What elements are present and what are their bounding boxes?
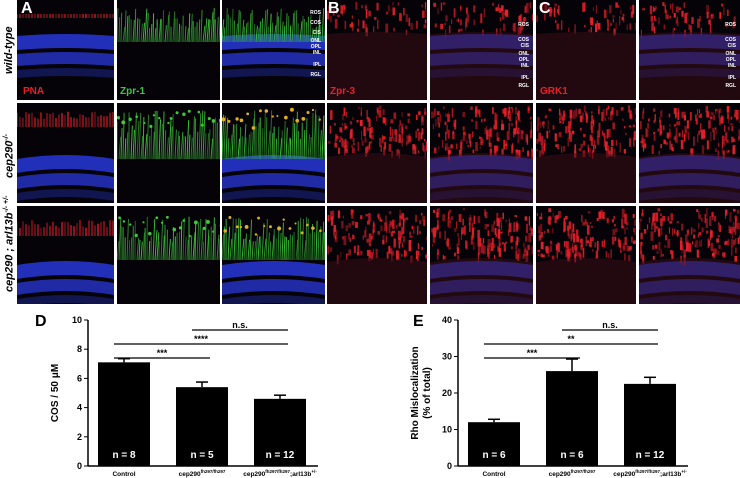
row-label-cep290: cep290-/- [3,134,16,178]
y-axis-label-2: (% of total) [422,367,433,419]
micrograph-panel: ROS COS CIS ONL OPL INL IPL RGL [222,0,325,100]
significance-label: n.s. [232,320,248,330]
bar [546,371,598,466]
micrograph-panel [327,103,427,203]
micrograph-panel [117,0,220,100]
category-label: Control [112,471,135,478]
layer-label: COS [310,20,321,26]
layer-label: CIS [727,43,736,49]
layer-label: ONL [518,51,529,57]
layer-label: INL [312,50,321,56]
micrograph-panel [536,206,636,304]
micrograph-panel [222,206,325,304]
significance-label: *** [527,348,538,358]
stain-label-grk1: GRK1 [540,86,568,97]
layer-label: IPL [728,75,736,81]
layer-label: RGL [518,83,529,89]
layer-label: ROS [725,22,736,28]
y-tick-label: 6 [77,373,82,383]
layer-label: COS [725,37,736,43]
micrograph-panel [327,0,427,100]
chart-rho-mislocalization: 0 10 20 30 40 Rho Mislocalization (% of total)… [410,315,688,478]
n-label: n = 12 [636,450,665,461]
layer-label: INL [520,63,529,69]
significance-label: **** [194,334,209,344]
panel-label-c: C [539,0,551,17]
y-tick-label: 20 [442,388,452,398]
y-tick-label: 0 [77,461,82,471]
y-tick-label: 40 [442,315,452,325]
layer-label: CIS [312,30,321,36]
y-axis-label: Rho Mislocalization [410,346,421,439]
bar [624,383,676,466]
n-label: n = 8 [112,450,136,461]
bar [98,362,150,466]
category-label: cep290fh297/fh297 [549,469,596,478]
micrograph-panel: ROS COS CIS ONL OPL INL IPL RGL [639,0,740,100]
panel-label-b: B [328,0,340,17]
significance-label: *** [157,348,168,358]
layer-label: OPL [518,57,529,63]
y-tick-label: 30 [442,352,452,362]
bar [468,422,520,466]
panel-label-e: E [413,313,424,330]
panel-label-a: A [21,0,33,17]
layer-label: IPL [521,75,529,81]
category-label: cep290fh297/fh297;arl13b+/- [243,469,317,478]
layer-label: ONL [310,38,321,44]
micrograph-panel [430,103,533,203]
micrograph-panel [17,103,114,203]
micrograph-panel [327,206,427,304]
layer-label: INL [727,63,736,69]
chart-cos-count: 0 2 4 6 8 10 COS / 50 μM n = 8 Control n = 5 cep29… [50,315,318,478]
significance-label: ** [567,334,575,344]
layer-label: ONL [725,51,736,57]
y-tick-label: 0 [447,461,452,471]
panel-label-d: D [35,313,47,330]
y-tick-label: 4 [77,403,82,413]
micrograph-panel [639,206,740,304]
layer-label: IPL [313,62,321,68]
y-tick-label: 2 [77,432,82,442]
y-tick-label: 8 [77,344,82,354]
stain-label-zpr3: Zpr-3 [330,86,355,97]
layer-label: ROS [310,10,321,16]
micrograph-panel [17,206,114,304]
category-label: Control [482,471,505,478]
stain-label-pna: PNA [23,86,45,97]
layer-label: RGL [310,72,321,78]
significance-label: n.s. [602,320,618,330]
micrograph-panel [536,103,636,203]
layer-label: COS [518,37,529,43]
micrograph-panel: ROS COS CIS ONL OPL INL IPL RGL [430,0,533,100]
micrograph-panel [17,0,114,100]
row-label-cep290-arl13b: cep290 ; arl13b-/- +/- [3,195,16,292]
micrograph-panel [536,0,636,100]
row-label-wild-type: wild-type [3,26,15,74]
y-axis-label: COS / 50 μM [50,364,61,422]
layer-label: OPL [725,57,736,63]
micrograph-panel [117,206,220,304]
micrograph-panel [639,103,740,203]
n-label: n = 6 [560,450,584,461]
micrograph-panel [117,103,220,203]
y-tick-label: 10 [442,425,452,435]
category-label: cep290fh297/fh297;arl13b+/- [613,469,687,478]
layer-label: RGL [725,83,736,89]
layer-label: CIS [520,43,529,49]
n-label: n = 6 [482,450,506,461]
stain-label-zpr1: Zpr-1 [120,86,145,97]
n-label: n = 5 [190,450,214,461]
category-label: cep290fh297/fh297 [179,469,226,478]
bar [254,398,306,466]
y-tick-label: 10 [72,315,82,325]
layer-label: ROS [518,22,529,28]
micrograph-panel [430,206,533,304]
bar [176,387,228,466]
micrograph-panel [222,103,325,203]
layer-label: OPL [310,44,321,50]
n-label: n = 12 [266,450,295,461]
